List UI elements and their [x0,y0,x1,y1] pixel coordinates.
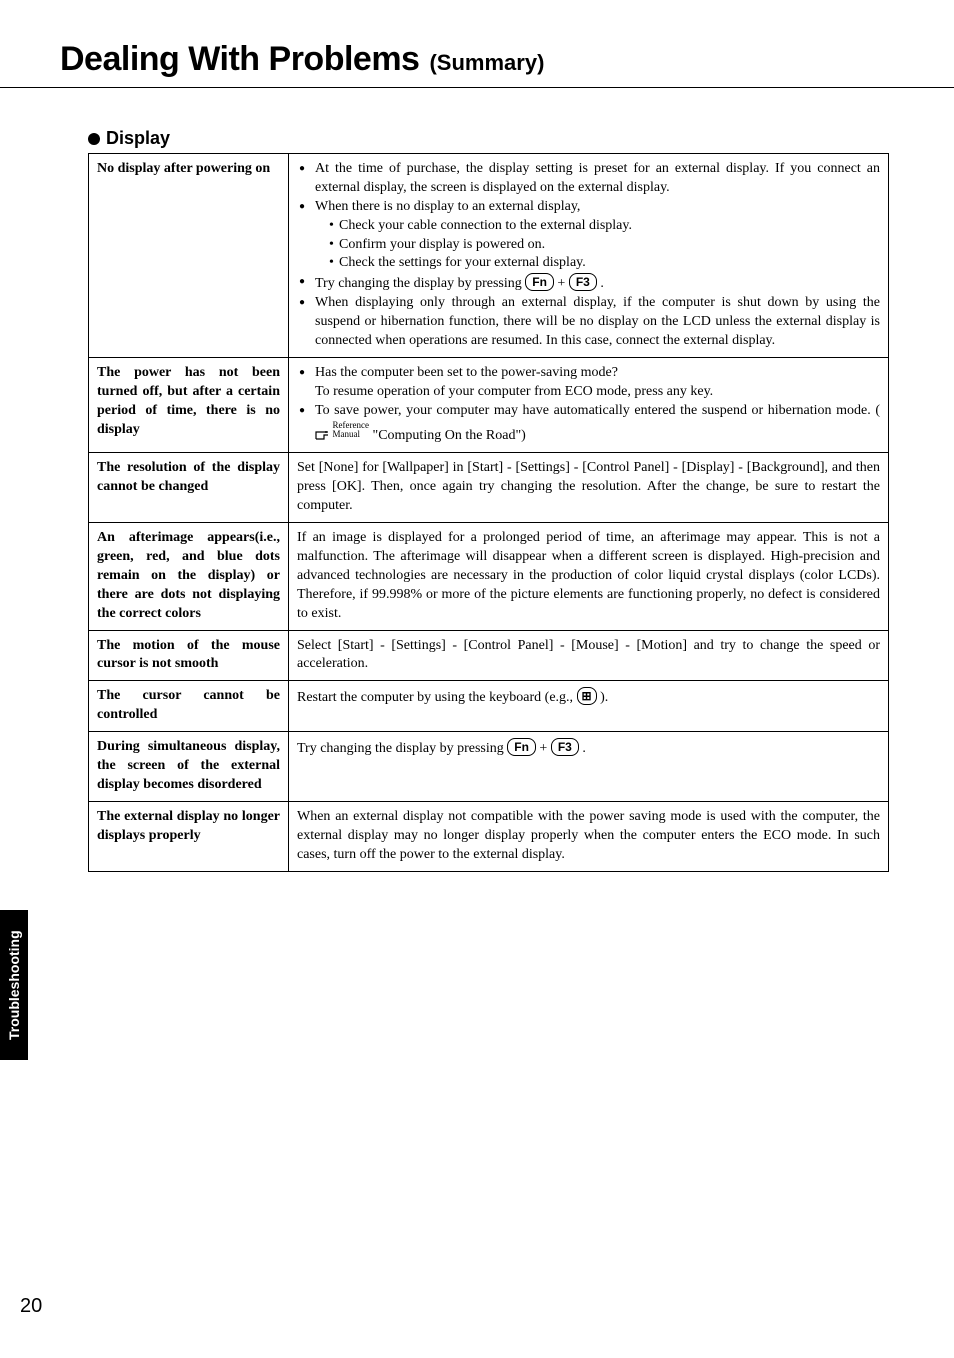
solution-cell: Try changing the display by pressing Fn … [289,732,889,802]
problem-cell: The resolution of the display cannot be … [89,453,289,523]
problem-cell: No display after powering on [89,154,289,358]
table-row: The external display no longer displays … [89,801,889,871]
table-row: No display after powering onAt the time … [89,154,889,358]
problem-cell: The external display no longer displays … [89,801,289,871]
section-header: Display [88,128,894,149]
solution-cell: At the time of purchase, the display set… [289,154,889,358]
solution-cell: Restart the computer by using the keyboa… [289,681,889,732]
solution-cell: Has the computer been set to the power-s… [289,357,889,453]
bullet-icon [88,133,100,145]
problem-cell: The motion of the mouse cursor is not sm… [89,630,289,681]
solution-cell: Select [Start] - [Settings] - [Control P… [289,630,889,681]
problem-cell: The cursor cannot be controlled [89,681,289,732]
table-row: The cursor cannot be controlledRestart t… [89,681,889,732]
table-row: An afterimage appears(i.e., green, red, … [89,523,889,630]
troubleshooting-table: No display after powering onAt the time … [88,153,889,872]
problem-cell: The power has not been turned off, but a… [89,357,289,453]
problem-cell: An afterimage appears(i.e., green, red, … [89,523,289,630]
page: Dealing With Problems (Summary) Display … [0,0,954,1358]
side-tab: Troubleshooting [0,910,28,1060]
solution-cell: When an external display not compatible … [289,801,889,871]
table-row: The motion of the mouse cursor is not sm… [89,630,889,681]
table-row: The power has not been turned off, but a… [89,357,889,453]
page-title-sub: (Summary) [429,50,544,76]
solution-cell: Set [None] for [Wallpaper] in [Start] - … [289,453,889,523]
problem-cell: During simultaneous display, the screen … [89,732,289,802]
page-title-line: Dealing With Problems (Summary) [60,40,894,79]
page-title-main: Dealing With Problems [60,40,419,79]
page-number: 20 [20,1295,42,1318]
solution-cell: If an image is displayed for a prolonged… [289,523,889,630]
title-rule [0,87,954,88]
table-row: During simultaneous display, the screen … [89,732,889,802]
section-title: Display [106,128,170,149]
table-row: The resolution of the display cannot be … [89,453,889,523]
